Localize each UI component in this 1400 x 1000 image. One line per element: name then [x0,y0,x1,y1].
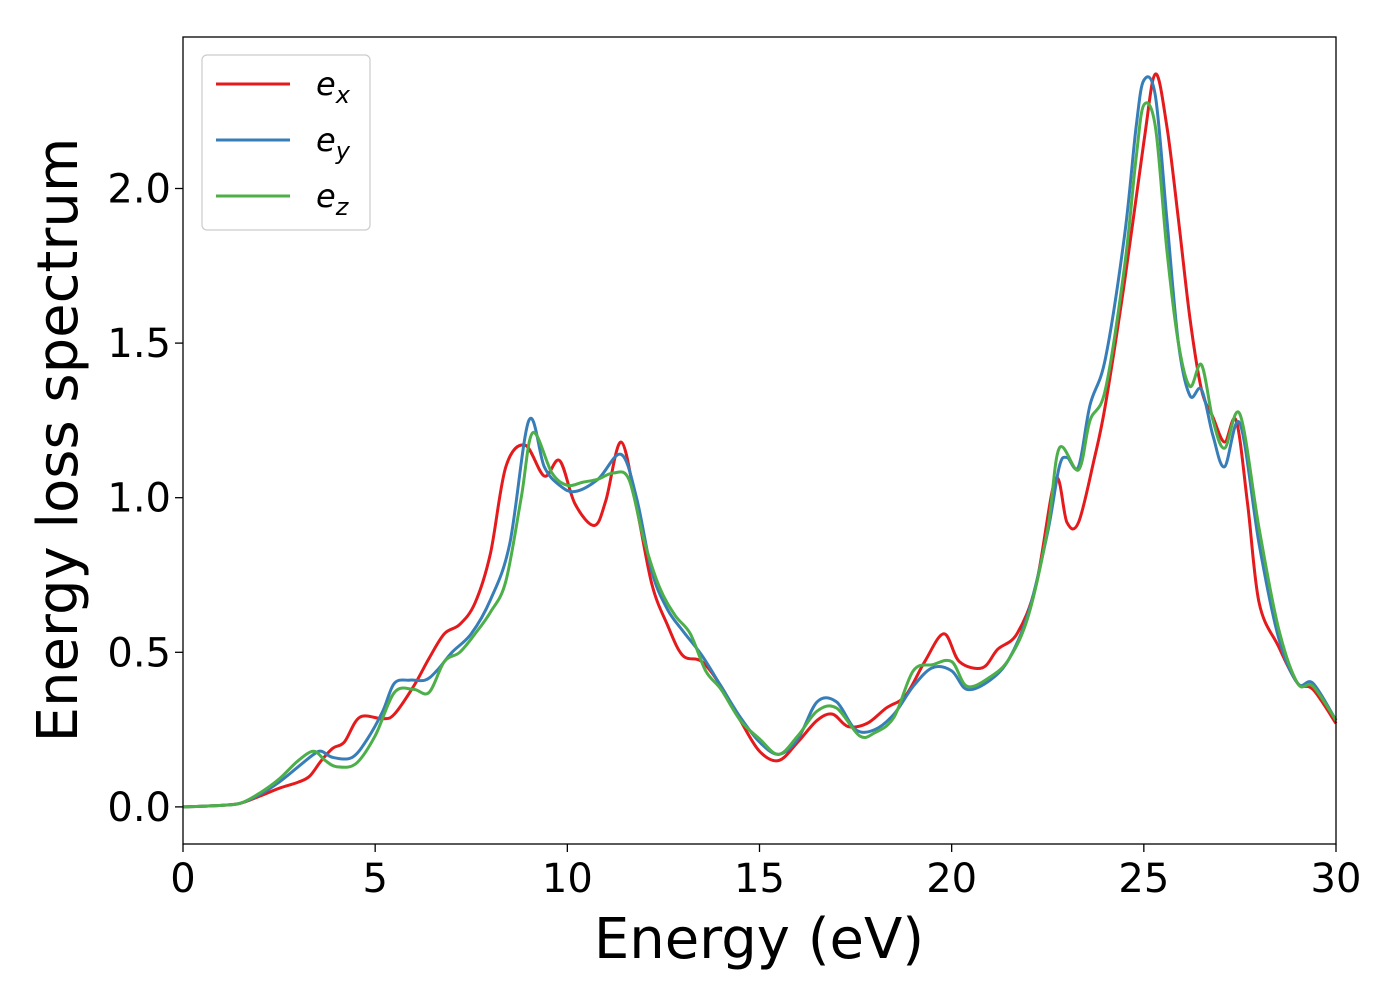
x-tick-label: 25 [1118,856,1169,902]
legend-box [201,54,371,231]
legend-label-e-y: ey [316,121,351,165]
x-axis-title: Energy (eV) [594,907,924,972]
ticks-layer: 0 5 10 15 20 25 30 0.0 0.5 1.0 1.5 2.0 [107,167,1361,902]
x-tick-label: 0 [170,856,195,902]
y-tick-label: 1.0 [107,476,171,522]
x-tick-label: 15 [734,856,785,902]
series-line-e-x [182,72,1338,809]
legend: ex ey ez [201,54,371,231]
y-tick-label: 0.5 [107,630,171,676]
y-tick-label: 2.0 [107,167,171,213]
series-line-e-z [182,101,1338,809]
legend-label-e-x: ex [316,65,351,109]
x-tick-label: 30 [1311,856,1362,902]
y-axis-title: Energy loss spectrum [26,138,91,743]
y-tick-label: 0.0 [107,785,171,831]
x-tick-label: 20 [926,856,977,902]
x-tick-label: 10 [542,856,593,902]
series-layer [182,72,1338,809]
x-tick-label: 5 [362,856,387,902]
y-tick-label: 1.5 [107,321,171,367]
legend-label-e-z: ez [316,177,350,221]
